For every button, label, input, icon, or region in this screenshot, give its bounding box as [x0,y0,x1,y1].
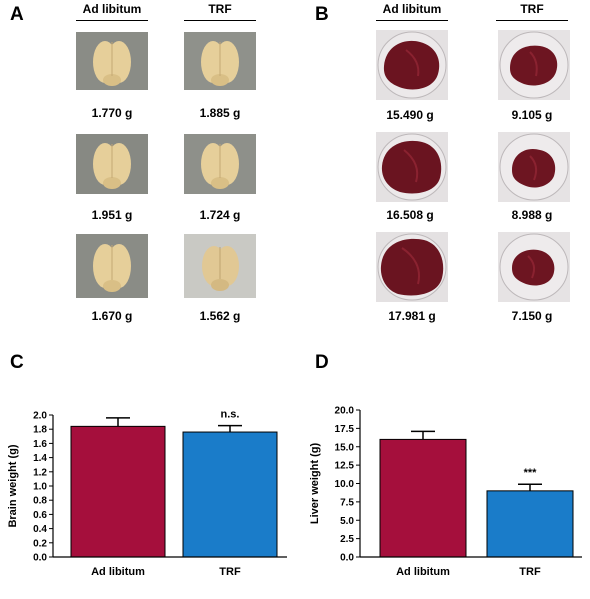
panel-b-letter: B [315,4,329,25]
y-tick-label: 10.0 [335,479,355,490]
liver-weight-label: 8.988 g [511,208,553,222]
y-tick-label: 17.5 [335,424,355,435]
x-tick-label: TRF [219,566,241,578]
brain-photo [76,134,148,194]
significance-label: n.s. [221,409,240,421]
header-rule [376,20,448,21]
liver-weight-label: 16.508 g [386,208,434,222]
panel-b-header-ad-libitum: Ad libitum [370,2,454,21]
header-rule [184,20,256,21]
y-tick-label: 1.6 [33,439,47,450]
y-tick-label: 1.2 [33,467,47,478]
y-tick-label: 5.0 [340,516,354,527]
panel-c-letter: C [10,352,24,373]
y-tick-label: 0.4 [33,524,47,535]
significance-label: *** [524,467,538,479]
header-rule [76,20,148,21]
y-tick-label: 2.0 [33,411,47,422]
header-rule [496,20,568,21]
header-label: Ad libitum [82,2,142,16]
liver-photo [498,132,570,202]
liver-photo [376,132,448,202]
y-tick-label: 0.0 [340,553,354,564]
brain-weight-label: 1.770 g [91,106,133,120]
y-tick-label: 0.0 [33,553,47,564]
panel-a-letter: A [10,4,24,25]
y-tick-label: 20.0 [335,406,355,417]
bar [486,490,574,558]
bar [379,438,467,558]
y-tick-label: 0.8 [33,496,47,507]
y-tick-label: 1.4 [33,453,47,464]
liver-weight-label: 9.105 g [511,108,553,122]
panel-d-letter: D [315,352,329,373]
brain-photo [76,32,148,90]
y-tick-label: 12.5 [335,461,355,472]
brain-weight-label: 1.885 g [199,106,241,120]
brain-photo [184,32,256,90]
y-axis-label: Brain weight (g) [7,444,19,527]
liver-weight-label: 17.981 g [388,309,436,323]
panel-a-header-ad-libitum: Ad libitum [72,2,152,21]
brain-weight-label: 1.724 g [199,208,241,222]
x-tick-label: Ad libitum [396,566,450,578]
y-tick-label: 15.0 [335,442,355,453]
y-tick-label: 2.5 [340,534,354,545]
brain-photo [76,234,148,298]
liver-weight-label: 7.150 g [511,309,553,323]
brain-photo [184,234,256,298]
brain-weight-label: 1.951 g [91,208,133,222]
x-tick-label: Ad libitum [91,566,145,578]
y-tick-label: 1.8 [33,425,47,436]
liver-photo [498,232,570,302]
y-tick-label: 0.2 [33,538,47,549]
x-tick-label: TRF [519,566,541,578]
liver-weight-label: 15.490 g [386,108,434,122]
header-label: TRF [208,2,232,16]
brain-weight-label: 1.562 g [199,309,241,323]
panel-b-header-trf: TRF [492,2,572,21]
brain-photo [184,134,256,194]
liver-photo [376,30,448,100]
header-label: Ad libitum [382,2,442,16]
brain-weight-chart: Brain weight (g) 0.0 0.2 0.4 0.6 0.8 1.0 1.2 1.4… [7,409,287,578]
y-axis-label: Liver weight (g) [309,443,321,525]
liver-weight-chart: Liver weight (g) 0.0 2.5 5.0 7.5 10.0 12.5 15.0… [309,406,582,578]
liver-photo [376,232,448,302]
y-tick-label: 0.6 [33,510,47,521]
bar [182,431,278,558]
y-tick-label: 1.0 [33,482,47,493]
brain-weight-label: 1.670 g [91,309,133,323]
bar [70,425,166,558]
header-label: TRF [520,2,544,16]
panel-a-header-trf: TRF [180,2,260,21]
y-tick-label: 7.5 [340,497,354,508]
liver-photo [498,30,570,100]
